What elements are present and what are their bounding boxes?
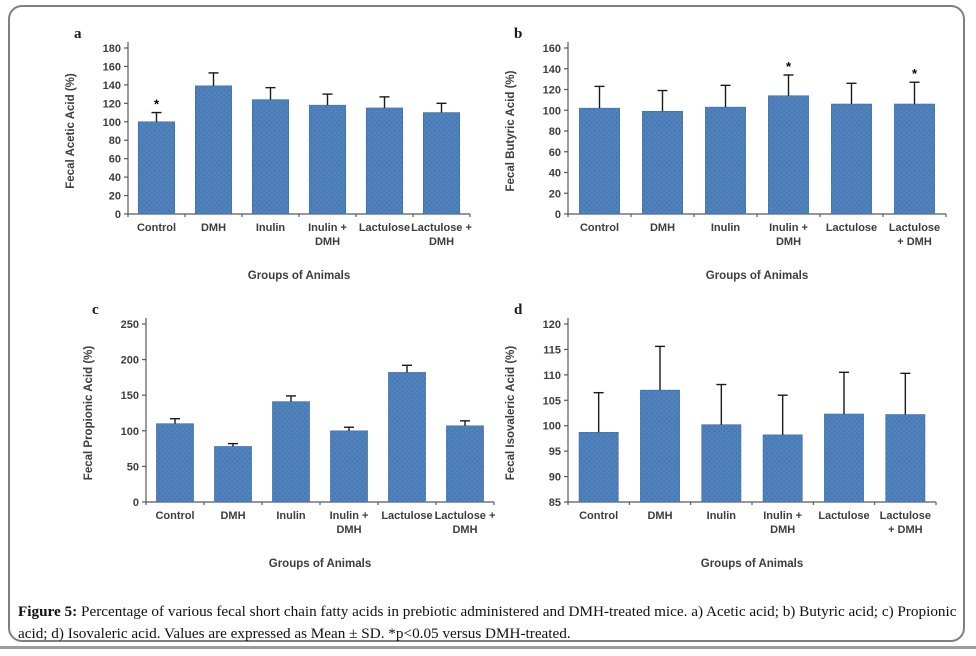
chart-panel-a: a 0 20 40 60 80 100 120 140 160 180 * Control DMH Inul… — [58, 14, 484, 286]
svg-text:160: 160 — [103, 61, 121, 73]
chart-panel-b: b 0 20 40 60 80 100 120 140 160 Control DMH Inulin * I… — [498, 14, 960, 286]
svg-text:DMH: DMH — [336, 524, 361, 536]
svg-text:60: 60 — [109, 154, 121, 166]
svg-text:+ DMH: + DMH — [888, 524, 923, 536]
svg-text:200: 200 — [121, 355, 139, 367]
svg-text:100: 100 — [543, 105, 561, 117]
svg-text:Lactulose: Lactulose — [880, 510, 931, 522]
svg-text:140: 140 — [103, 80, 121, 92]
svg-text:c: c — [92, 302, 99, 318]
svg-text:120: 120 — [543, 319, 561, 331]
caption-text: Percentage of various fecal short chain … — [18, 603, 957, 643]
svg-text:Inulin: Inulin — [276, 510, 306, 522]
svg-text:Fecal Propionic Acid (%): Fecal Propionic Acid (%) — [83, 346, 95, 481]
svg-text:Inulin +: Inulin + — [330, 510, 369, 522]
svg-text:80: 80 — [109, 135, 121, 147]
svg-text:Lactulose +: Lactulose + — [435, 510, 496, 522]
svg-text:Inulin +: Inulin + — [308, 222, 347, 234]
svg-text:0: 0 — [555, 209, 561, 221]
svg-text:250: 250 — [121, 319, 139, 331]
svg-text:20: 20 — [549, 188, 561, 200]
svg-text:50: 50 — [127, 461, 139, 473]
svg-text:b: b — [514, 26, 522, 42]
svg-text:Lactulose: Lactulose — [359, 222, 410, 234]
svg-text:40: 40 — [549, 168, 561, 180]
svg-text:Lactulose: Lactulose — [889, 222, 940, 234]
svg-text:140: 140 — [543, 64, 561, 76]
svg-text:115: 115 — [543, 344, 561, 356]
chart-panel-d: d 85 90 95 100 105 110 115 120 Control DMH Inulin In… — [498, 290, 950, 574]
svg-text:Inulin: Inulin — [256, 222, 286, 234]
svg-text:Inulin +: Inulin + — [769, 222, 808, 234]
svg-text:DMH: DMH — [315, 236, 340, 248]
svg-text:DMH: DMH — [220, 510, 245, 522]
svg-text:*: * — [786, 59, 792, 74]
svg-text:DMH: DMH — [650, 222, 675, 234]
svg-text:Lactulose: Lactulose — [381, 510, 432, 522]
svg-text:Lactulose: Lactulose — [818, 510, 869, 522]
chart-panel-c: c 0 50 100 150 200 250 Control DMH Inulin Inulin +… — [76, 290, 508, 574]
svg-text:180: 180 — [103, 43, 121, 55]
svg-text:Control: Control — [155, 510, 194, 522]
svg-text:Groups of Animals: Groups of Animals — [269, 558, 371, 570]
svg-text:a: a — [74, 26, 82, 42]
svg-text:Fecal Butyric Acid (%): Fecal Butyric Acid (%) — [505, 70, 517, 191]
svg-text:DMH: DMH — [770, 524, 795, 536]
svg-text:Fecal Acetic Acid (%): Fecal Acetic Acid (%) — [65, 73, 77, 189]
svg-text:Lactulose: Lactulose — [826, 222, 877, 234]
svg-text:85: 85 — [549, 497, 561, 509]
svg-text:160: 160 — [543, 43, 561, 55]
svg-text:150: 150 — [121, 390, 139, 402]
svg-text:120: 120 — [543, 85, 561, 97]
svg-text:DMH: DMH — [776, 236, 801, 248]
svg-text:Fecal Isovaleric Acid (%): Fecal Isovaleric Acid (%) — [505, 346, 517, 481]
svg-text:+ DMH: + DMH — [897, 236, 932, 248]
figure-caption: Figure 5: Percentage of various fecal sh… — [18, 601, 960, 645]
svg-text:Lactulose +: Lactulose + — [411, 222, 472, 234]
svg-text:120: 120 — [103, 98, 121, 110]
svg-text:Groups of Animals: Groups of Animals — [701, 558, 803, 570]
svg-text:*: * — [912, 66, 918, 81]
svg-text:0: 0 — [115, 209, 121, 221]
svg-text:80: 80 — [549, 126, 561, 138]
svg-text:0: 0 — [133, 497, 139, 509]
svg-text:60: 60 — [549, 147, 561, 159]
svg-text:DMH: DMH — [429, 236, 454, 248]
svg-text:d: d — [514, 302, 523, 318]
svg-text:Control: Control — [137, 222, 176, 234]
chart-svg-c: c 0 50 100 150 200 250 Control DMH Inulin Inulin +… — [83, 302, 496, 570]
svg-text:Inulin: Inulin — [711, 222, 741, 234]
svg-text:Inulin +: Inulin + — [763, 510, 802, 522]
chart-svg-d: d 85 90 95 100 105 110 115 120 Control DMH Inulin In… — [505, 302, 937, 570]
svg-text:Inulin: Inulin — [707, 510, 737, 522]
chart-svg-a: a 0 20 40 60 80 100 120 140 160 180 * Control DMH Inul… — [65, 26, 472, 282]
svg-text:90: 90 — [549, 472, 561, 484]
bottom-divider — [0, 646, 976, 649]
svg-text:*: * — [154, 97, 160, 112]
svg-text:DMH: DMH — [647, 510, 672, 522]
svg-text:Control: Control — [579, 510, 618, 522]
svg-text:DMH: DMH — [452, 524, 477, 536]
svg-text:100: 100 — [121, 426, 139, 438]
svg-text:100: 100 — [103, 117, 121, 129]
svg-text:40: 40 — [109, 172, 121, 184]
svg-text:Control: Control — [580, 222, 619, 234]
svg-text:Groups of Animals: Groups of Animals — [248, 270, 350, 282]
svg-text:110: 110 — [543, 370, 561, 382]
caption-label: Figure 5: — [18, 603, 78, 621]
svg-text:100: 100 — [543, 421, 561, 433]
svg-text:95: 95 — [549, 446, 561, 458]
svg-text:105: 105 — [543, 395, 561, 407]
svg-text:Groups of Animals: Groups of Animals — [706, 270, 808, 282]
chart-svg-b: b 0 20 40 60 80 100 120 140 160 Control DMH Inulin * I… — [505, 26, 947, 282]
svg-text:20: 20 — [109, 191, 121, 203]
svg-text:DMH: DMH — [201, 222, 226, 234]
